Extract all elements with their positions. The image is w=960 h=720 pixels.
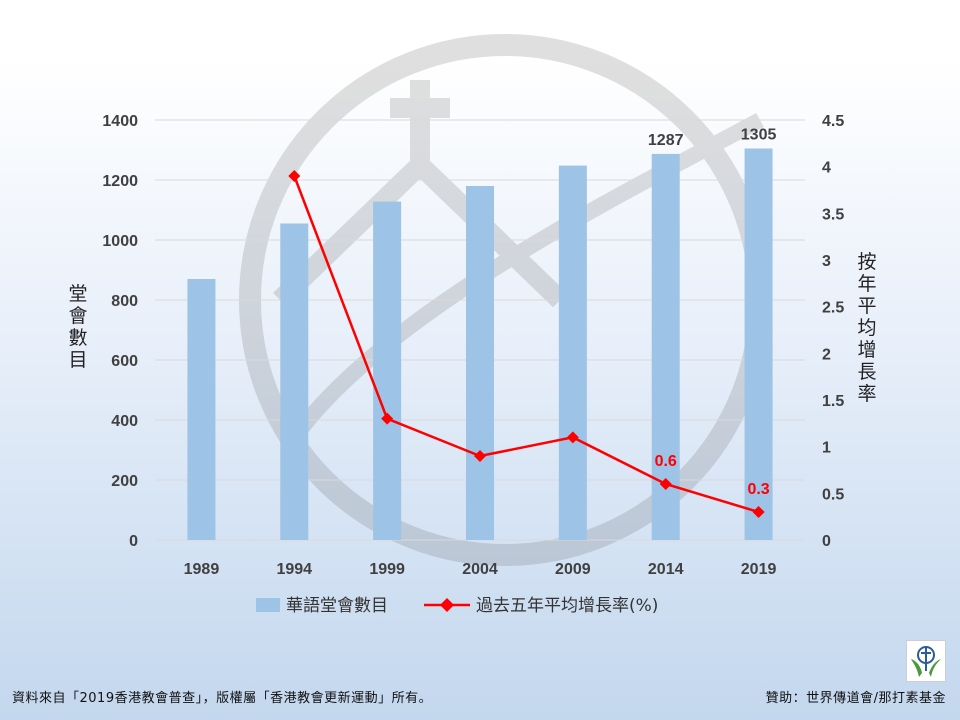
legend: 華語堂會數目 過去五年平均增長率(%) [256, 596, 658, 616]
line-point [474, 450, 486, 462]
y-tick-right: 2 [822, 346, 831, 363]
bar [744, 148, 773, 540]
legend-line-label: 過去五年平均增長率(%) [476, 596, 658, 616]
axis-title-char: 率 [857, 383, 876, 405]
sponsor-logo [906, 640, 946, 682]
y-tick-right: 3 [822, 253, 831, 270]
bar-series [187, 148, 773, 540]
legend-bar-label: 華語堂會數目 [286, 596, 388, 616]
y-tick-left: 0 [129, 533, 138, 550]
y-tick-left: 600 [111, 353, 138, 370]
bar-data-label: 1305 [741, 127, 777, 144]
source-note: 資料來自「2019香港教會普查」，版權屬「香港教會更新運動」所有。 [12, 691, 433, 706]
x-tick: 1994 [276, 561, 312, 578]
y-axis-title-right: 按年平均增長率 [857, 251, 876, 405]
line-point [659, 478, 672, 490]
bar [280, 223, 309, 540]
bar [558, 165, 587, 540]
y-tick-right: 0.5 [822, 486, 844, 503]
line-point [752, 506, 765, 518]
line-point [566, 431, 579, 444]
line-point [288, 170, 301, 182]
growth-rate-line [293, 175, 759, 514]
line-point [381, 412, 394, 425]
x-tick: 2014 [648, 561, 684, 578]
line-series [288, 170, 765, 518]
bar [187, 279, 216, 540]
axis-title-char: 堂 [68, 283, 87, 305]
axis-title-char: 增 [857, 339, 876, 361]
axis-title-char: 目 [68, 349, 87, 371]
y-tick-right: 1.5 [822, 393, 844, 410]
axis-title-char: 長 [857, 361, 876, 383]
axis-title-char: 數 [68, 327, 87, 349]
bar-data-label: 1287 [648, 132, 684, 149]
y-tick-right: 4 [822, 160, 831, 177]
y-axis-title-left: 堂會數目 [68, 283, 87, 371]
y-tick-right: 0 [822, 533, 831, 550]
axis-ticks: 0 200 400 600 800 1000 1200 1400 0 0.5 1 1.5 2 2.5 3 3.… [102, 113, 844, 578]
bar [651, 153, 680, 540]
legend-bar-swatch [256, 598, 280, 612]
x-tick: 2004 [462, 561, 498, 578]
line-data-label: 0.3 [747, 481, 769, 498]
axis-title-char: 平 [857, 295, 876, 317]
y-tick-right: 1 [822, 440, 831, 457]
y-tick-left: 400 [111, 413, 138, 430]
y-tick-left: 1400 [102, 113, 138, 130]
axis-title-char: 均 [857, 317, 876, 339]
y-tick-left: 200 [111, 473, 138, 490]
axis-title-char: 年 [857, 273, 876, 295]
bar [466, 186, 494, 540]
line-data-label: 0.6 [655, 453, 677, 470]
y-tick-left: 800 [111, 293, 138, 310]
legend-line-marker [440, 598, 454, 612]
x-tick: 1989 [184, 561, 220, 578]
y-tick-right: 2.5 [822, 300, 844, 317]
y-tick-right: 4.5 [822, 113, 844, 130]
axis-title-char: 會 [68, 305, 87, 327]
y-tick-left: 1000 [102, 233, 138, 250]
y-tick-left: 1200 [102, 173, 138, 190]
x-tick: 2019 [741, 561, 777, 578]
axis-title-char: 按 [857, 251, 876, 273]
y-tick-right: 3.5 [822, 206, 844, 223]
data-labels: 1287 1305 0.6 0.3 [648, 127, 777, 499]
x-tick: 2009 [555, 561, 591, 578]
sponsor-note: 贊助：世界傳道會/那打素基金 [765, 691, 946, 706]
x-tick: 1999 [369, 561, 405, 578]
bar [373, 201, 402, 540]
